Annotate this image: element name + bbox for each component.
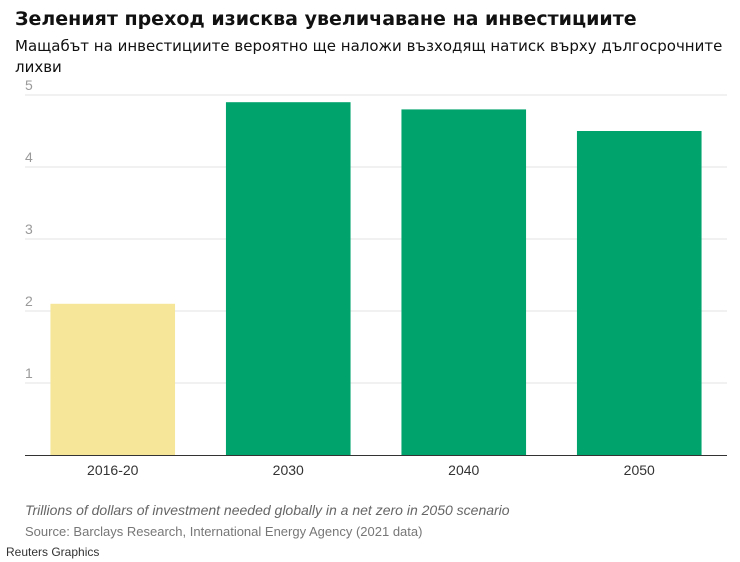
- y-tick-label: 5: [25, 77, 33, 93]
- chart-source: Source: Barclays Research, International…: [25, 524, 423, 539]
- x-tick-label: 2050: [624, 462, 655, 478]
- bar-2050: [576, 131, 702, 455]
- y-tick-label: 2: [25, 293, 33, 309]
- chart-note: Trillions of dollars of investment neede…: [25, 502, 510, 518]
- chart-subtitle: Мащабът на инвестициите вероятно ще нало…: [15, 37, 723, 76]
- bar-2040: [401, 109, 527, 456]
- y-tick-label: 3: [25, 221, 33, 237]
- bars: [50, 102, 702, 456]
- bar-chart: 1 2 3 4 5 2016-20 2030 2040 2050: [25, 77, 727, 478]
- y-tick-label: 1: [25, 365, 33, 381]
- chart-credit: Reuters Graphics: [6, 545, 100, 559]
- x-tick-label: 2016-20: [87, 462, 139, 478]
- y-tick-label: 4: [25, 149, 33, 165]
- x-axis-labels: 2016-20 2030 2040 2050: [87, 462, 655, 478]
- x-tick-label: 2030: [273, 462, 304, 478]
- y-axis-labels: 1 2 3 4 5: [25, 77, 33, 381]
- chart-title: Зеленият преход изисква увеличаване на и…: [15, 8, 637, 30]
- bar-2030: [225, 102, 351, 455]
- bar-2016-20: [50, 303, 176, 455]
- x-tick-label: 2040: [448, 462, 479, 478]
